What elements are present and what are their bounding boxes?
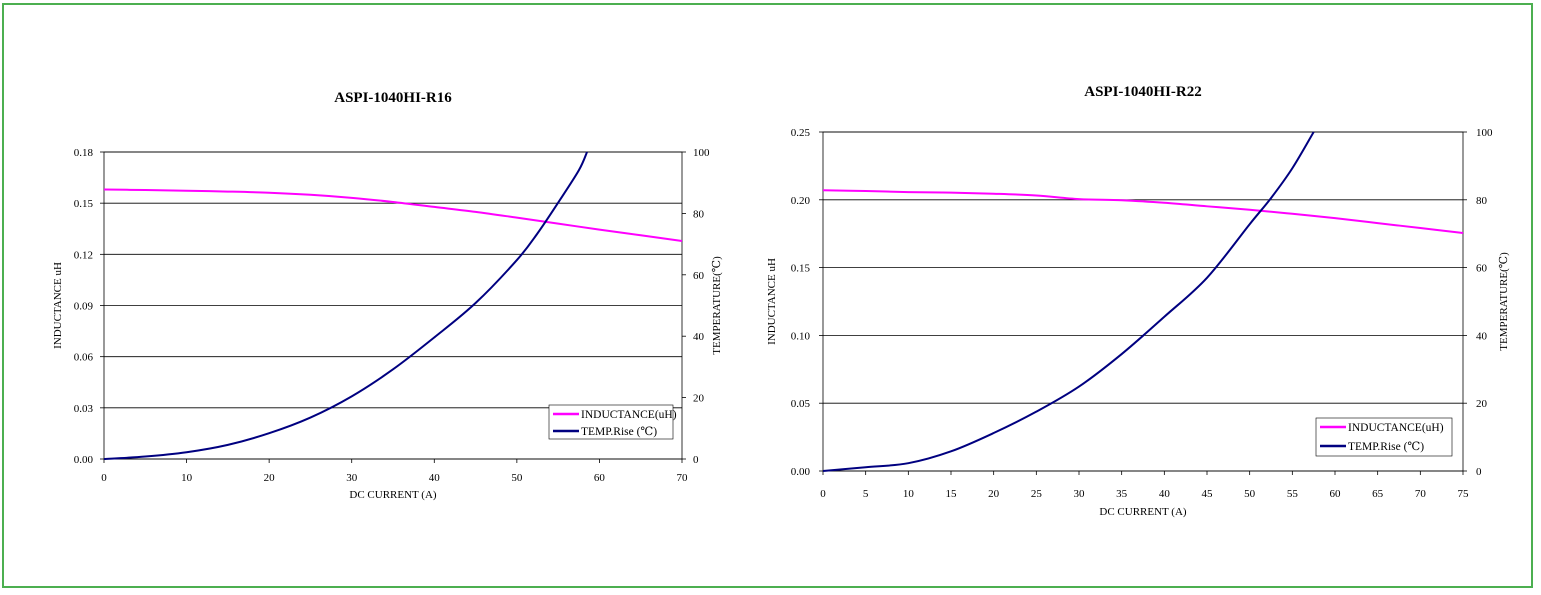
- y-tick-label: 0.05: [791, 398, 811, 410]
- temp-rise-line: [103, 151, 588, 460]
- legend-box: [548, 404, 674, 440]
- y2-tick-label: 20: [1476, 398, 1488, 410]
- y2-tick-label: 80: [1476, 195, 1488, 207]
- y-axis-title: INDUCTANCE uH: [52, 262, 64, 349]
- y-tick-label: 0.03: [74, 403, 94, 415]
- x-tick-label: 45: [1202, 488, 1214, 500]
- x-tick-label: 25: [1031, 488, 1043, 500]
- legend: INDUCTANCE(uH) TEMP.Rise (℃): [548, 404, 677, 440]
- legend-box: [1315, 417, 1453, 457]
- legend-label: TEMP.Rise (℃): [1348, 441, 1424, 453]
- y-tick-label: 0.06: [74, 352, 94, 364]
- x-tick-label: 0: [101, 472, 107, 484]
- legend-label: INDUCTANCE(uH): [581, 409, 677, 421]
- y2-axis-title: TEMPERATURE(℃): [711, 256, 723, 355]
- y2-tick-label: 80: [693, 208, 705, 220]
- x-tick-label: 30: [1074, 488, 1086, 500]
- x-tick-label: 60: [594, 472, 606, 484]
- y2-tick-label: 20: [693, 393, 705, 405]
- x-tick-label: 70: [677, 472, 689, 484]
- x-tick-label: 35: [1116, 488, 1128, 500]
- x-tick-label: 5: [863, 488, 869, 500]
- x-tick-label: 40: [1159, 488, 1171, 500]
- y2-tick-label: 100: [693, 147, 710, 159]
- y2-tick-label: 60: [1476, 263, 1488, 275]
- legend-label: TEMP.Rise (℃): [581, 426, 657, 438]
- y2-tick-label: 0: [693, 454, 699, 466]
- y-tick-label: 0.15: [791, 263, 811, 275]
- x-tick-label: 65: [1372, 488, 1384, 500]
- x-tick-label: 15: [946, 488, 958, 500]
- x-tick-label: 50: [511, 472, 523, 484]
- plot-area: [822, 131, 1464, 472]
- y-tick-label: 0.00: [791, 466, 811, 478]
- x-tick-label: 20: [988, 488, 1000, 500]
- x-tick-label: 0: [820, 488, 826, 500]
- y2-tick-label: 0: [1476, 466, 1482, 478]
- y2-tick-label: 100: [1476, 127, 1493, 139]
- inductance-line: [103, 188, 683, 243]
- legend-label: INDUCTANCE(uH): [1348, 422, 1444, 434]
- x-tick-label: 70: [1415, 488, 1427, 500]
- chart-title: ASPI-1040HI-R22: [1084, 84, 1202, 100]
- y2-tick-label: 60: [693, 270, 705, 282]
- temp-rise-line: [822, 131, 1315, 472]
- y2-axis-title: TEMPERATURE(℃): [1498, 252, 1510, 351]
- x-tick-label: 30: [346, 472, 358, 484]
- chart-2: ASPI-1040HI-R22 0.00 0.05 0.10 0.15 0.20 0.25 0…: [766, 84, 1510, 518]
- x-axis-title: DC CURRENT (A): [349, 489, 437, 501]
- chart-1: ASPI-1040HI-R16 0.00 0.03 0.06 0.09 0.12 0.15 0…: [52, 90, 723, 501]
- legend: INDUCTANCE(uH) TEMP.Rise (℃): [1315, 417, 1453, 457]
- y-axis-title: INDUCTANCE uH: [766, 258, 778, 345]
- x-tick-label: 75: [1458, 488, 1470, 500]
- x-tick-label: 40: [429, 472, 441, 484]
- y-tick-label: 0.18: [74, 147, 94, 159]
- y-tick-label: 0.00: [74, 454, 94, 466]
- inductance-line: [822, 189, 1464, 235]
- x-axis-title: DC CURRENT (A): [1099, 506, 1187, 518]
- x-tick-label: 10: [181, 472, 193, 484]
- x-tick-label: 55: [1287, 488, 1299, 500]
- y-tick-label: 0.10: [791, 330, 811, 342]
- x-tick-label: 10: [903, 488, 915, 500]
- y-tick-label: 0.25: [791, 127, 811, 139]
- y-tick-label: 0.12: [74, 249, 93, 261]
- y-tick-label: 0.15: [74, 198, 94, 210]
- y2-tick-label: 40: [693, 331, 705, 343]
- y-tick-label: 0.20: [791, 195, 811, 207]
- x-tick-label: 20: [264, 472, 276, 484]
- chart-title: ASPI-1040HI-R16: [334, 90, 452, 106]
- page-frame: [2, 3, 1533, 588]
- x-tick-label: 50: [1244, 488, 1256, 500]
- y-tick-label: 0.09: [74, 301, 94, 313]
- x-tick-label: 60: [1330, 488, 1342, 500]
- y2-tick-label: 40: [1476, 330, 1488, 342]
